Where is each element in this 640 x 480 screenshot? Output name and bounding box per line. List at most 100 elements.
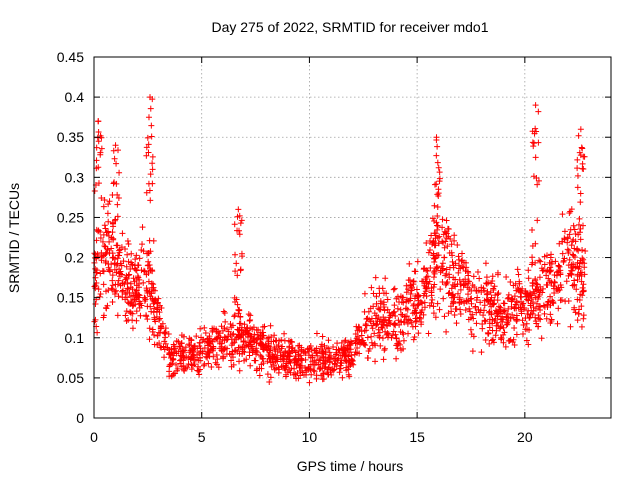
data-point [455, 253, 462, 260]
data-point [537, 258, 544, 265]
data-point [488, 280, 495, 287]
data-point [100, 231, 107, 238]
data-point [414, 258, 421, 265]
data-point [571, 277, 578, 284]
data-point [443, 328, 450, 335]
data-point [307, 343, 314, 350]
data-point [114, 201, 121, 208]
data-point [406, 277, 413, 284]
data-point [430, 250, 437, 257]
data-point [115, 194, 122, 201]
data-point [154, 304, 161, 311]
data-point [504, 320, 511, 327]
data-point [147, 197, 154, 204]
data-point [513, 331, 520, 338]
data-point [526, 294, 533, 301]
x-tick-label: 15 [409, 429, 425, 445]
data-point [539, 289, 546, 296]
data-point [133, 287, 140, 294]
data-point [508, 303, 515, 310]
data-point [307, 354, 314, 361]
data-point [242, 327, 249, 334]
y-tick-label: 0.2 [65, 250, 85, 266]
data-point [555, 305, 562, 312]
data-point [514, 285, 521, 292]
data-point [534, 323, 541, 330]
data-point [267, 374, 274, 381]
data-point [253, 366, 260, 373]
data-point [408, 319, 415, 326]
data-point [231, 312, 238, 319]
data-point [259, 334, 266, 341]
data-point [174, 365, 181, 372]
data-point [229, 348, 236, 355]
data-point [465, 297, 472, 304]
data-point [520, 330, 526, 337]
data-point [443, 270, 450, 277]
data-point [282, 348, 289, 355]
data-point [246, 341, 253, 348]
data-point [511, 305, 518, 312]
data-point [551, 271, 558, 278]
data-point [342, 337, 349, 344]
data-point [436, 306, 443, 313]
data-point [203, 353, 210, 360]
data-point [384, 322, 391, 329]
data-point [519, 285, 526, 292]
data-point [213, 361, 220, 368]
data-point [503, 321, 510, 328]
data-point [147, 265, 154, 272]
data-point [313, 330, 320, 337]
data-point [566, 210, 573, 217]
data-point [286, 353, 293, 360]
data-point [239, 343, 246, 350]
data-point [449, 252, 456, 259]
data-point [157, 329, 164, 336]
data-point [481, 287, 488, 294]
data-point [472, 304, 479, 311]
data-point [544, 304, 551, 311]
data-point [513, 298, 520, 305]
data-point [232, 347, 239, 354]
data-point [197, 354, 204, 361]
data-point [123, 308, 130, 315]
data-point [93, 157, 100, 164]
data-point [138, 246, 145, 253]
data-point [126, 289, 133, 296]
data-point [98, 145, 105, 152]
data-point [239, 351, 246, 358]
data-point [92, 316, 99, 323]
data-point [134, 273, 141, 280]
data-point [448, 241, 455, 248]
data-point [547, 319, 554, 326]
data-point [193, 333, 200, 340]
data-point [581, 153, 588, 160]
data-point [247, 362, 254, 369]
data-point [525, 275, 532, 282]
data-point [267, 347, 274, 354]
data-point [540, 302, 547, 309]
data-point [266, 356, 273, 363]
data-point [406, 260, 413, 267]
data-point [113, 287, 120, 294]
data-point [515, 271, 522, 278]
data-point [327, 352, 334, 359]
data-point [465, 280, 472, 287]
data-point [421, 282, 428, 289]
data-point [424, 273, 431, 280]
data-point [579, 259, 586, 266]
data-point [376, 329, 383, 336]
data-point [232, 268, 239, 275]
data-point [287, 369, 294, 376]
data-point [439, 216, 446, 223]
data-point [547, 264, 554, 271]
data-point [173, 350, 180, 357]
data-point [431, 259, 438, 266]
data-point [525, 297, 532, 304]
data-point [326, 349, 333, 356]
data-point [210, 353, 217, 360]
data-point [509, 311, 516, 318]
data-point [180, 362, 187, 369]
data-point [435, 193, 442, 200]
data-point [375, 305, 382, 312]
